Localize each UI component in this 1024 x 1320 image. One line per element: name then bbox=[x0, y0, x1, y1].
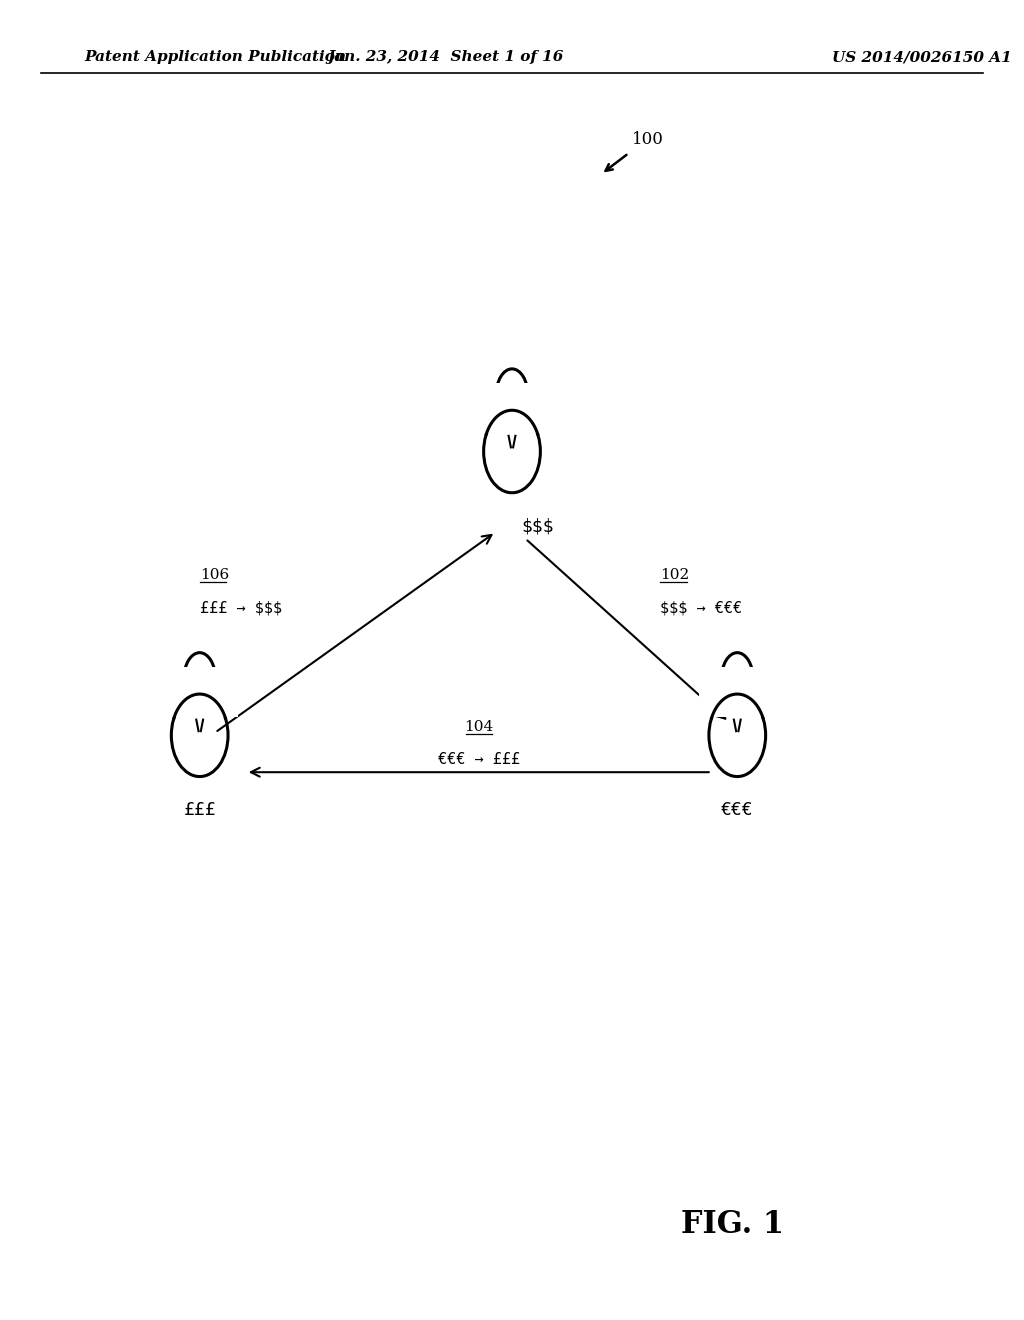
FancyBboxPatch shape bbox=[473, 383, 551, 433]
Text: Patent Application Publication: Patent Application Publication bbox=[84, 50, 346, 65]
Text: 104: 104 bbox=[465, 719, 494, 734]
Text: 106: 106 bbox=[200, 568, 229, 582]
Text: $$$: $$$ bbox=[521, 517, 554, 536]
FancyBboxPatch shape bbox=[698, 667, 776, 717]
Text: US 2014/0026150 A1: US 2014/0026150 A1 bbox=[831, 50, 1012, 65]
Text: £££ → $$$: £££ → $$$ bbox=[200, 601, 282, 615]
Text: $$$ → €€€: $$$ → €€€ bbox=[660, 601, 742, 615]
Text: €€€ → £££: €€€ → £££ bbox=[438, 752, 520, 767]
FancyBboxPatch shape bbox=[161, 667, 239, 717]
Text: FIG. 1: FIG. 1 bbox=[681, 1209, 783, 1241]
Text: £££: £££ bbox=[183, 801, 216, 820]
Text: €€€: €€€ bbox=[721, 801, 754, 820]
Text: Jan. 23, 2014  Sheet 1 of 16: Jan. 23, 2014 Sheet 1 of 16 bbox=[328, 50, 563, 65]
Text: 102: 102 bbox=[660, 568, 690, 582]
Text: 100: 100 bbox=[632, 131, 664, 148]
